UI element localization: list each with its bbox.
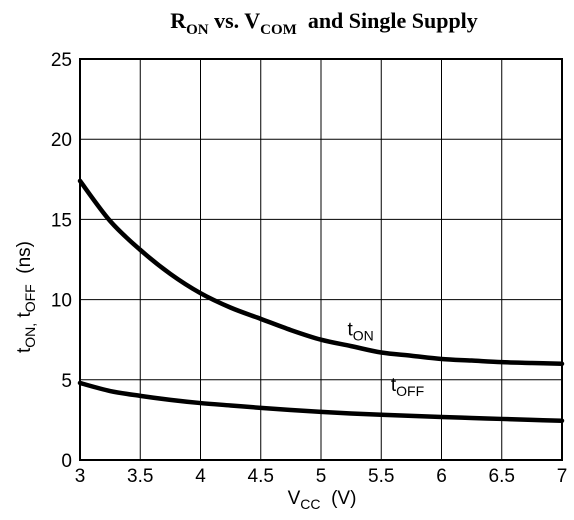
x-tick-label: 5.5 [368,466,394,487]
y-tick-label: 10 [51,291,72,312]
series-labels: tON tOFF [348,319,425,399]
plot-frame [79,58,563,461]
t-off-label: tOFF [391,375,424,399]
x-tick-label: 3 [75,466,86,487]
t-on-label: tON [348,319,374,343]
chart-title: RON vs. VCOM and Single Supply [170,8,478,38]
x-axis-label: VCC (V) [288,488,357,512]
y-tick-label: 0 [61,451,72,472]
x-tick-label: 4 [195,466,206,487]
t-off-curve [77,380,565,423]
x-tick-label: 5 [316,466,327,487]
y-tick-label: 20 [51,130,72,151]
t-on-curve [77,178,565,367]
x-tick-label: 3.5 [127,466,153,487]
x-tick-label: 6.5 [489,466,515,487]
x-tick-label: 4.5 [248,466,274,487]
curves [77,178,565,423]
x-tick-label: 6 [436,466,447,487]
x-tick-label: 7 [557,466,568,487]
tick-labels: 3 3.5 4 4.5 5 5.5 6 6.5 7 0 5 10 15 20 25 [51,50,567,487]
y-axis-label: tON, tOFF (ns) [14,241,38,353]
y-tick-label: 25 [51,50,72,71]
y-tick-label: 5 [61,371,72,392]
y-tick-label: 15 [51,210,72,231]
grid [79,58,563,461]
